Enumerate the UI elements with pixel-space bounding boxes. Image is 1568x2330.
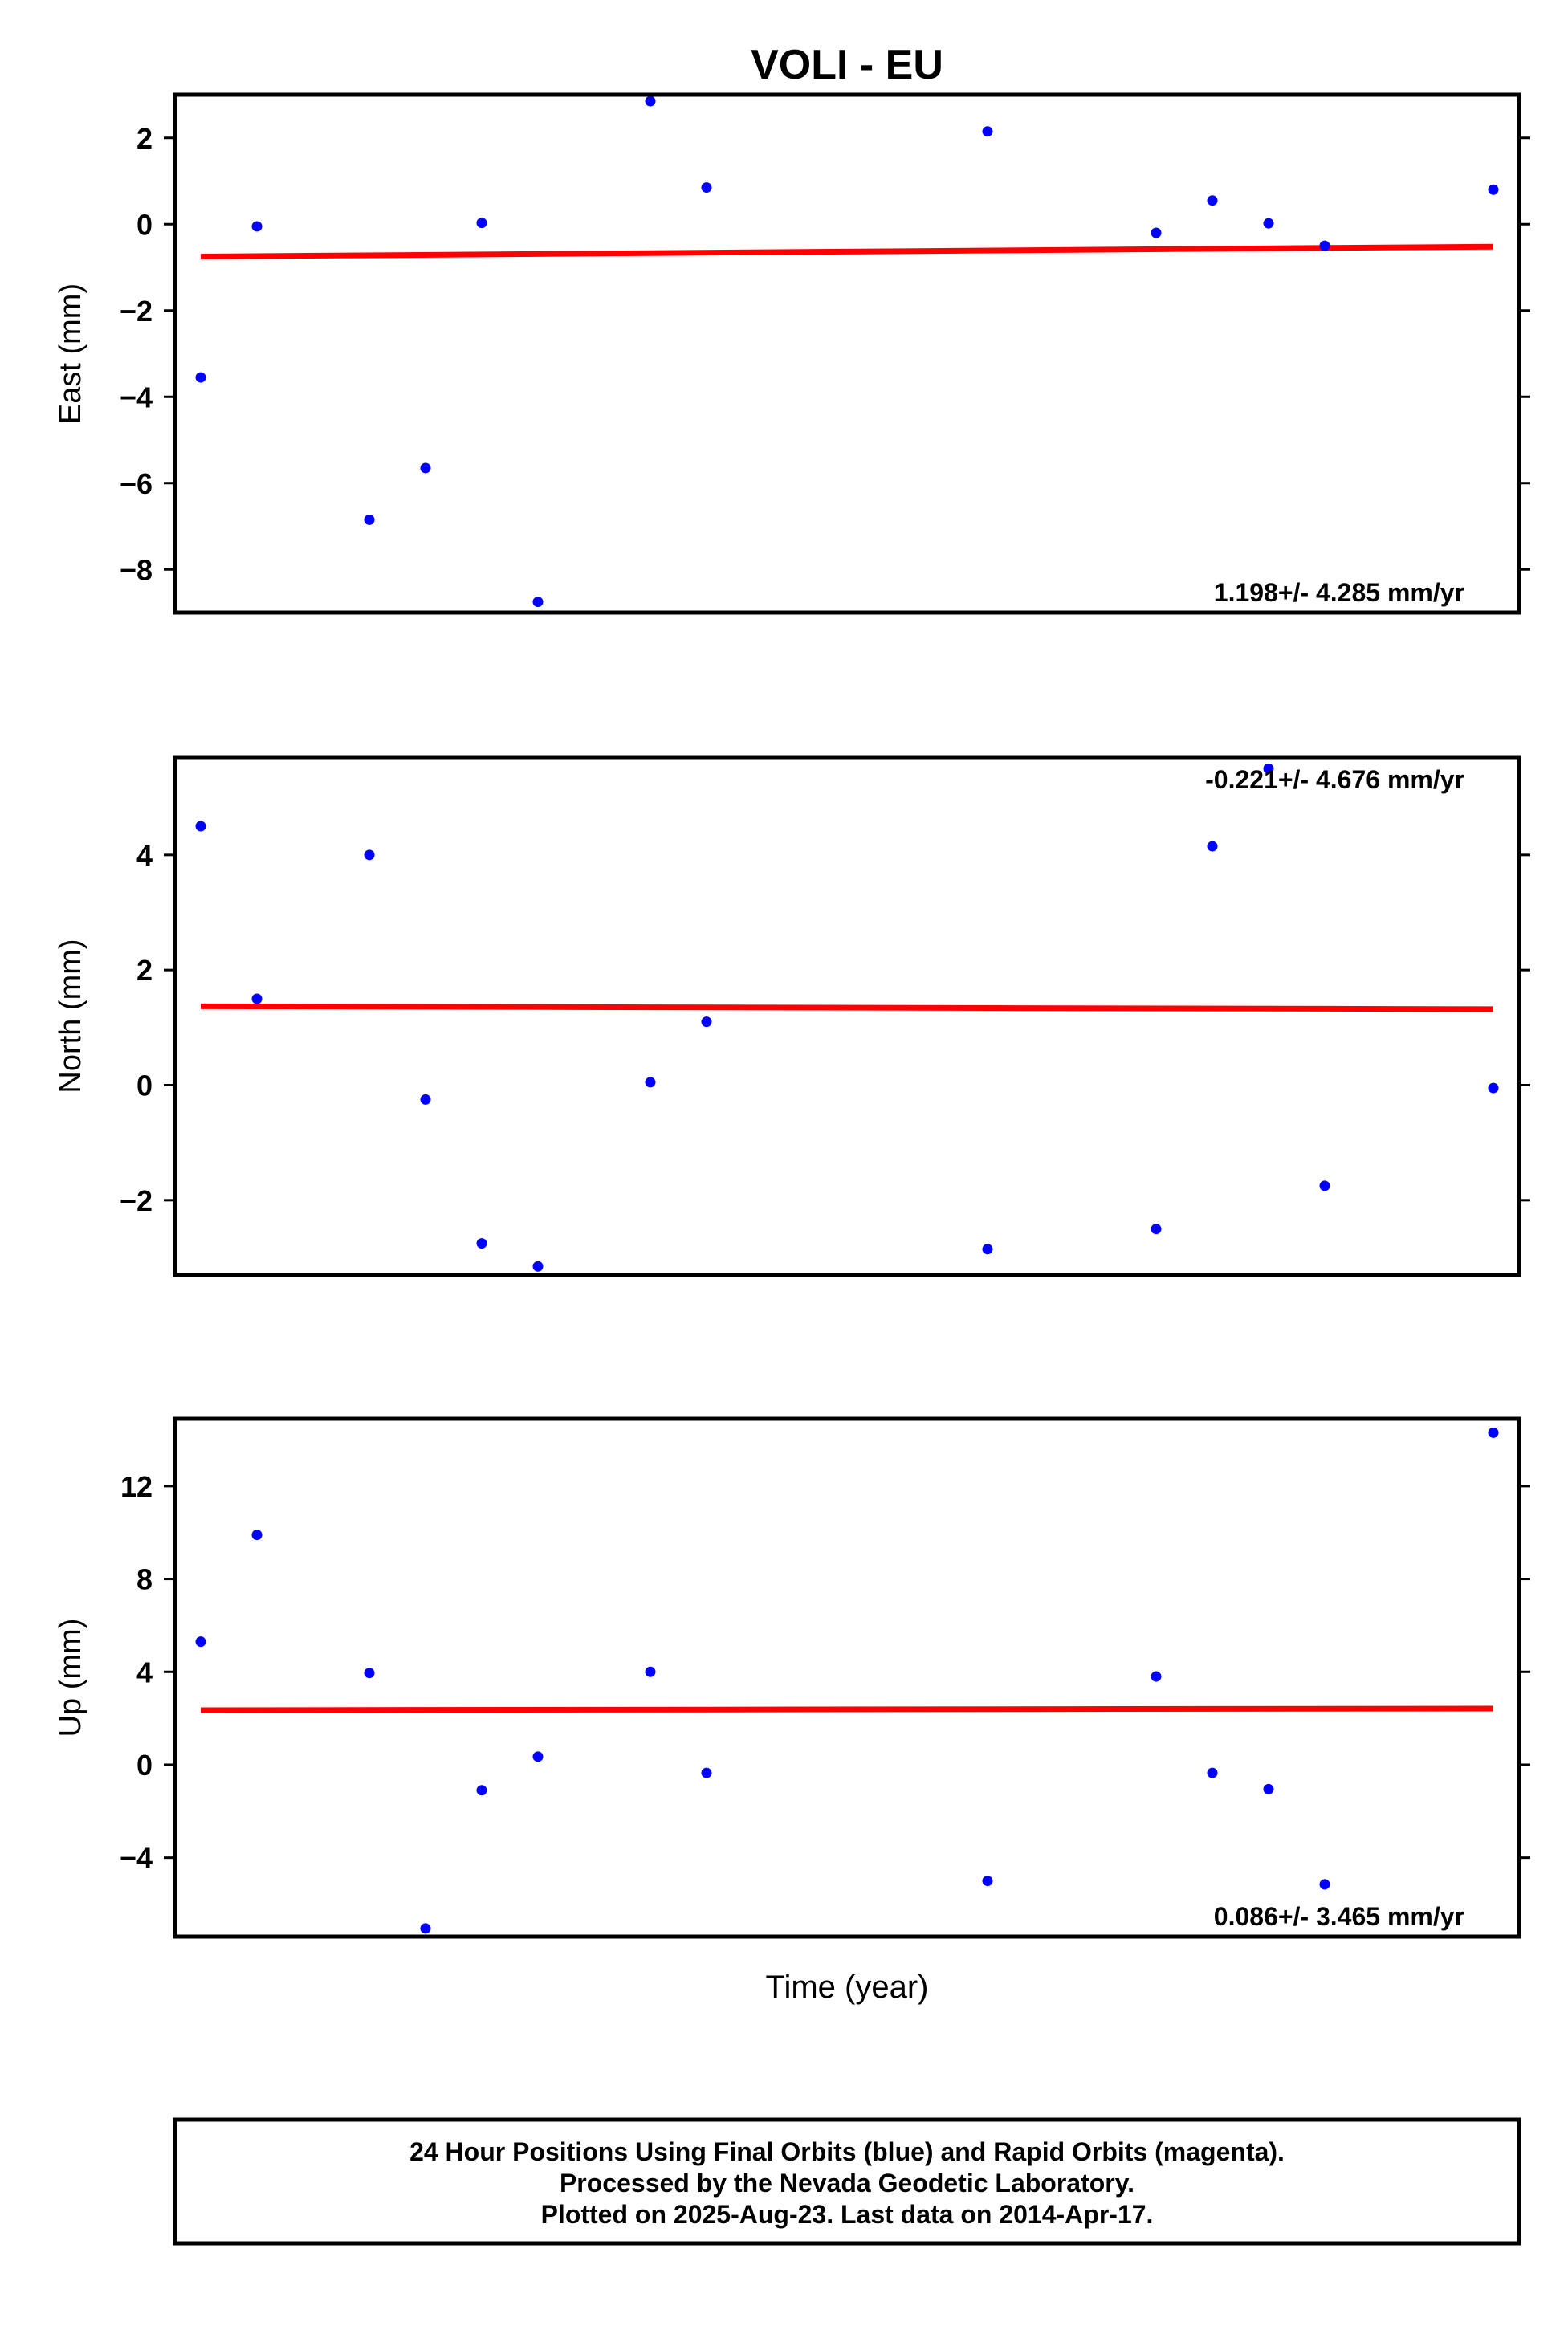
footer-line-2: Processed by the Nevada Geodetic Laborat… <box>560 2169 1134 2198</box>
east-data-point <box>532 597 544 608</box>
footer-frame <box>173 2117 1521 2246</box>
north-data-point <box>420 1094 431 1105</box>
north-panel: 4 2 0 −2 North (mm) -0.221+/- 4.676 mm/yr <box>54 755 1530 1277</box>
north-data-point <box>251 993 263 1004</box>
up-data-point <box>982 1876 993 1887</box>
east-frame <box>173 92 1521 615</box>
plot-panels: 2 0 −2 −4 −6 −8 East (mm) 1.198+/- 4.285 mm/yr 4… <box>54 92 1530 1939</box>
east-ytick-label: −4 <box>120 381 153 413</box>
north-ytick-label: −2 <box>120 1184 153 1217</box>
east-data-point <box>1151 227 1162 238</box>
up-data-point <box>701 1767 712 1778</box>
up-data-point <box>1488 1427 1499 1438</box>
east-panel: 2 0 −2 −4 −6 −8 East (mm) 1.198+/- 4.285 mm/yr <box>54 92 1530 615</box>
up-ytick-label: −4 <box>120 1842 153 1875</box>
up-ytick-label: 0 <box>136 1749 153 1782</box>
north-data-point <box>1263 763 1274 774</box>
north-data-point <box>195 821 206 832</box>
north-data-point <box>982 1244 993 1255</box>
north-data-point <box>364 849 375 861</box>
north-data-point <box>532 1261 544 1272</box>
east-ytick-label: −6 <box>120 467 153 500</box>
up-rate-label: 0.086+/- 3.465 mm/yr <box>1214 1902 1464 1931</box>
east-data-point <box>982 126 993 137</box>
east-rate-label: 1.198+/- 4.285 mm/yr <box>1214 578 1464 607</box>
north-ytick-label: 0 <box>136 1069 153 1102</box>
east-data-point <box>420 462 431 474</box>
north-ytick-label: 4 <box>136 839 153 872</box>
footer-line-3: Plotted on 2025-Aug-23. Last data on 201… <box>541 2200 1154 2229</box>
up-y-axis-label: Up (mm) <box>54 1619 88 1737</box>
east-data-point <box>364 514 375 525</box>
east-data-point <box>1263 218 1274 229</box>
up-data-point <box>1207 1767 1218 1778</box>
north-data-point <box>1207 841 1218 852</box>
north-data-point <box>645 1077 656 1088</box>
up-data-point <box>251 1530 263 1541</box>
east-trend-line <box>200 243 1494 260</box>
east-ytick-label: 0 <box>136 208 153 241</box>
north-data-point <box>1319 1180 1330 1191</box>
up-data-point <box>1151 1671 1162 1682</box>
up-data-point <box>1319 1879 1330 1890</box>
east-data-point <box>476 218 487 229</box>
east-data-point <box>251 221 263 232</box>
x-axis-label: Time (year) <box>766 1970 929 2005</box>
up-ytick-label: 4 <box>136 1656 153 1688</box>
north-data-point <box>1488 1082 1499 1094</box>
north-y-axis-label: North (mm) <box>54 939 88 1093</box>
east-data-point <box>195 372 206 383</box>
up-trend-line <box>200 1705 1494 1713</box>
footer-line-1: 24 Hour Positions Using Final Orbits (bl… <box>409 2137 1285 2166</box>
north-data-point <box>476 1238 487 1249</box>
east-data-point <box>701 182 712 193</box>
east-ytick-label: −2 <box>120 295 153 328</box>
east-data-point <box>645 96 656 107</box>
up-data-point <box>532 1751 544 1762</box>
up-frame <box>173 1416 1521 1939</box>
north-ytick-label: 2 <box>136 954 153 987</box>
footer-box: 24 Hour Positions Using Final Orbits (bl… <box>173 2117 1521 2246</box>
east-data-point <box>1319 240 1330 251</box>
north-rate-label: -0.221+/- 4.676 mm/yr <box>1205 765 1464 794</box>
up-data-point <box>645 1666 656 1677</box>
up-ytick-label: 12 <box>120 1470 153 1503</box>
up-data-point <box>476 1785 487 1796</box>
up-data-point <box>1263 1783 1274 1794</box>
east-ytick-label: 2 <box>136 122 153 155</box>
east-data-point <box>1488 184 1499 195</box>
north-trend-line <box>200 1003 1494 1012</box>
up-data-point <box>364 1668 375 1679</box>
east-y-axis-label: East (mm) <box>54 283 88 424</box>
chart-title: VOLI - EU <box>751 42 943 88</box>
up-data-point <box>195 1636 206 1648</box>
up-ytick-label: 8 <box>136 1563 153 1596</box>
north-data-point <box>1151 1224 1162 1235</box>
east-ytick-label: −8 <box>120 553 153 586</box>
north-data-point <box>701 1016 712 1028</box>
north-frame <box>173 755 1521 1277</box>
up-data-point <box>420 1923 431 1934</box>
up-panel: 12 8 4 0 −4 Up (mm) 0.086+/- 3.465 mm/yr <box>54 1416 1530 1939</box>
east-data-point <box>1207 195 1218 206</box>
